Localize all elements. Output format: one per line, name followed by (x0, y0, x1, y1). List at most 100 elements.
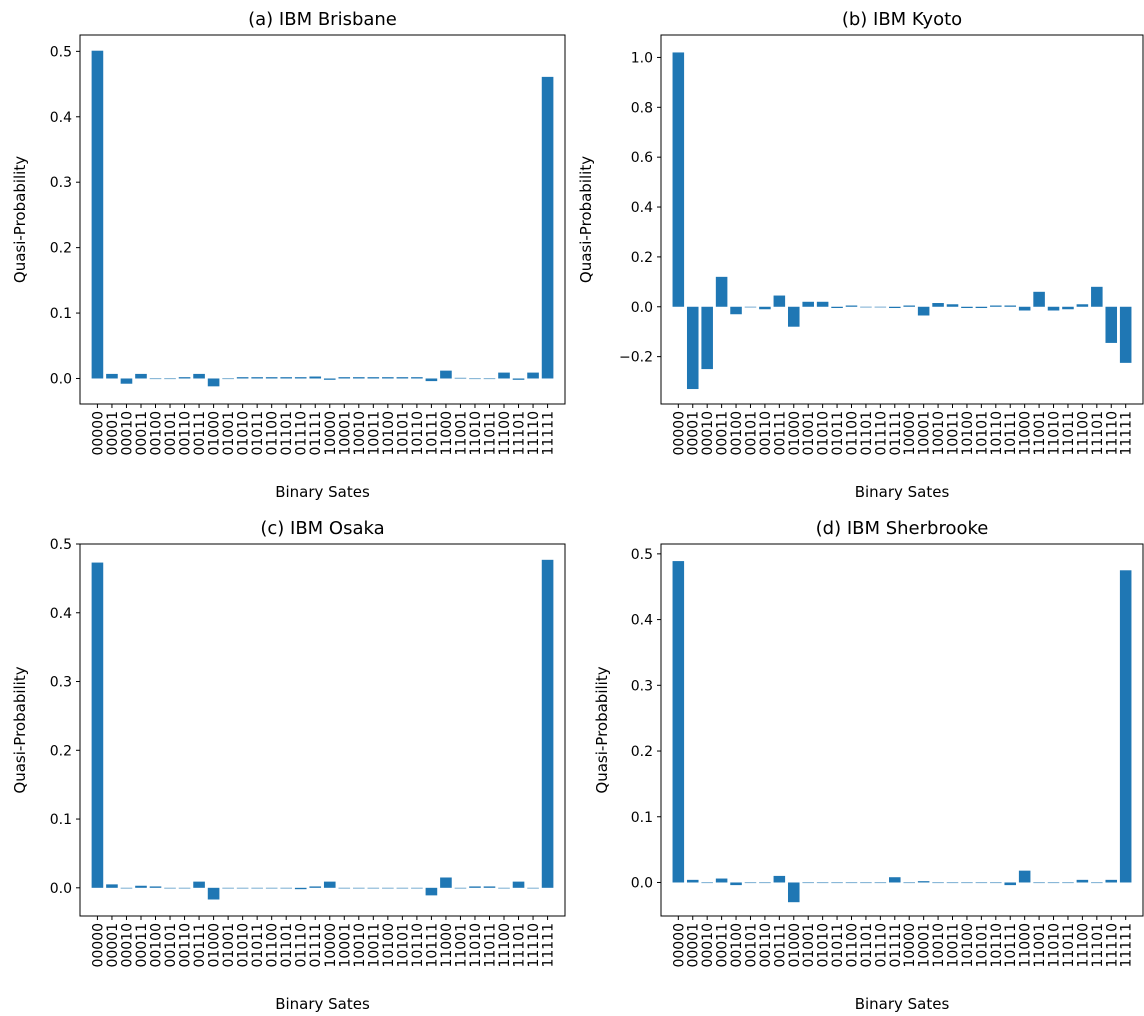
bar-01000 (207, 378, 220, 387)
x-tick-label: 11011 (482, 923, 498, 968)
y-tick-label: 0.0 (631, 300, 653, 316)
x-tick-label: 11101 (1090, 923, 1106, 968)
bar-11011 (1062, 306, 1074, 310)
y-tick-label: 0.3 (50, 175, 72, 191)
chart-panel-3: 0.00.10.20.30.40.50000000001000100001100… (11, 518, 566, 1013)
x-tick-label: 00101 (743, 923, 759, 968)
bar-01011 (831, 306, 843, 309)
bar-10011 (367, 377, 380, 379)
x-tick-label: 01001 (801, 923, 817, 968)
bar-00110 (178, 887, 191, 889)
bar-01100 (265, 887, 278, 889)
bar-10101 (396, 887, 409, 889)
bar-11010 (469, 378, 481, 380)
bar-01111 (309, 376, 322, 379)
bar-11100 (1076, 879, 1089, 883)
x-tick-label: 00001 (105, 411, 121, 456)
x-tick-label: 11010 (1047, 411, 1063, 456)
y-tick-label: 0.1 (631, 810, 653, 826)
bar-00000 (91, 562, 104, 888)
y-tick-label: 0.4 (50, 606, 72, 622)
chart-title: (c) IBM Osaka (260, 518, 384, 539)
bar-10011 (946, 882, 959, 884)
bar-01100 (265, 377, 278, 379)
bar-00100 (730, 306, 742, 315)
bar-10100 (382, 887, 394, 889)
y-tick-label: 0.1 (50, 812, 72, 828)
x-tick-label: 11101 (1090, 411, 1106, 456)
bar-01001 (802, 882, 814, 884)
bar-11001 (454, 377, 467, 379)
bar-00000 (672, 561, 685, 883)
x-tick-label: 01001 (221, 923, 237, 968)
bar-00010 (120, 378, 133, 384)
bar-00001 (686, 879, 699, 883)
chart-title: (b) IBM Kyoto (842, 9, 962, 30)
bar-11011 (1062, 882, 1074, 884)
x-tick-label: 11100 (497, 411, 513, 456)
x-tick-label: 10111 (424, 411, 440, 456)
x-tick-label: 00101 (163, 923, 179, 968)
bar-11100 (498, 372, 510, 379)
x-tick-label: 00011 (715, 411, 731, 456)
bar-11101 (1091, 882, 1103, 884)
x-tick-label: 00010 (700, 923, 716, 968)
x-tick-label: 11111 (1119, 923, 1135, 968)
bar-11010 (1047, 882, 1060, 884)
bar-11000 (1018, 870, 1031, 883)
x-tick-label: 10011 (946, 923, 962, 968)
bar-11100 (1076, 304, 1089, 307)
bar-01000 (787, 306, 800, 327)
x-tick-label: 00010 (119, 923, 135, 968)
bar-11011 (483, 378, 496, 380)
x-tick-label: 10011 (366, 411, 382, 456)
x-axis-label: Binary Sates (275, 995, 370, 1013)
bar-11011 (483, 886, 496, 888)
bar-01110 (294, 377, 307, 379)
bar-10110 (990, 882, 1002, 884)
x-tick-label: 10001 (917, 411, 933, 456)
bar-00001 (686, 306, 699, 390)
bar-00000 (672, 52, 685, 307)
bar-11111 (541, 559, 554, 888)
bar-10110 (411, 887, 423, 889)
bar-10101 (975, 306, 988, 309)
y-tick-label: 0.2 (631, 744, 653, 760)
bar-01001 (222, 887, 234, 889)
x-tick-label: 00111 (772, 923, 788, 968)
y-tick-label: 0.5 (50, 537, 72, 553)
bar-01001 (802, 301, 814, 307)
bar-11001 (454, 887, 467, 889)
x-tick-label: 10011 (366, 923, 382, 968)
bar-10011 (946, 304, 959, 307)
x-tick-label: 00000 (671, 411, 687, 456)
bar-10001 (338, 887, 351, 889)
bar-00101 (744, 882, 757, 884)
bar-10110 (990, 305, 1002, 307)
x-tick-label: 00100 (729, 923, 745, 968)
bar-00110 (759, 306, 771, 310)
x-tick-label: 10110 (989, 411, 1005, 456)
bar-10010 (932, 882, 944, 884)
bar-00010 (701, 306, 713, 370)
x-tick-label: 11100 (497, 923, 513, 968)
x-tick-label: 00010 (119, 411, 135, 456)
x-tick-label: 00000 (90, 411, 106, 456)
y-tick-label: 0.0 (50, 881, 72, 897)
x-tick-label: 10110 (989, 923, 1005, 968)
x-tick-label: 01010 (236, 923, 252, 968)
bar-00010 (701, 882, 713, 884)
bar-10111 (1004, 305, 1017, 307)
bar-11001 (1033, 291, 1045, 307)
x-tick-label: 01100 (265, 923, 281, 968)
bar-00101 (744, 306, 757, 308)
bar-00011 (135, 373, 147, 379)
bar-00111 (193, 373, 205, 379)
x-tick-label: 01101 (859, 411, 875, 456)
x-tick-label: 10000 (902, 411, 918, 456)
x-tick-label: 01111 (888, 411, 904, 456)
x-tick-label: 01010 (236, 411, 252, 456)
x-tick-label: 00011 (134, 411, 150, 456)
bar-11111 (541, 76, 554, 379)
x-tick-label: 10011 (946, 411, 962, 456)
